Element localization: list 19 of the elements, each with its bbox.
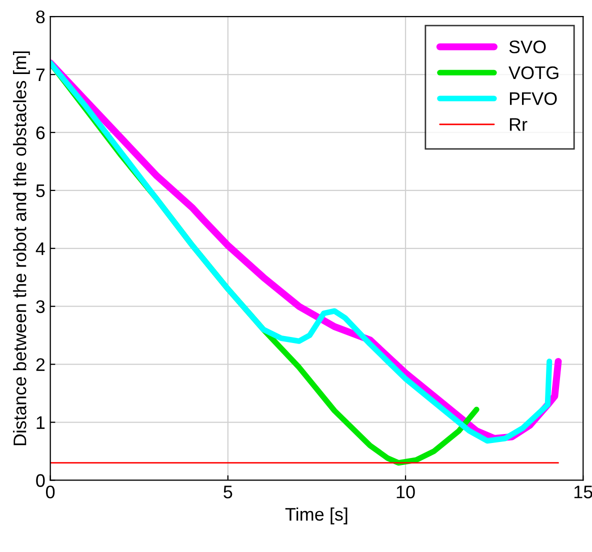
y-axis-title: Distance between the robot and the obstacles [m]: [13, 51, 30, 446]
legend-label: PFVO: [510, 92, 557, 106]
legend-label: SVO: [509, 40, 546, 54]
y-tick-label: 2: [36, 358, 45, 371]
y-tick-label: 8: [36, 10, 45, 24]
legend-label: VOTG: [508, 66, 558, 80]
y-tick-label: 4: [36, 242, 45, 255]
x-tick-label: 0: [46, 486, 55, 498]
y-tick-label: 1: [36, 416, 45, 429]
y-tick-label: 7: [36, 68, 45, 82]
y-tick-label: 6: [36, 126, 45, 140]
x-tick-label: 10: [396, 486, 415, 498]
x-tick-label: 15: [574, 486, 592, 498]
legend-label: Rr: [510, 118, 528, 131]
y-tick-label: 5: [36, 184, 45, 198]
y-tick-label: 3: [36, 300, 45, 314]
x-axis-title: Time [s]: [285, 507, 348, 524]
x-tick-label: 5: [224, 486, 232, 498]
y-tick-label: 0: [36, 474, 45, 487]
